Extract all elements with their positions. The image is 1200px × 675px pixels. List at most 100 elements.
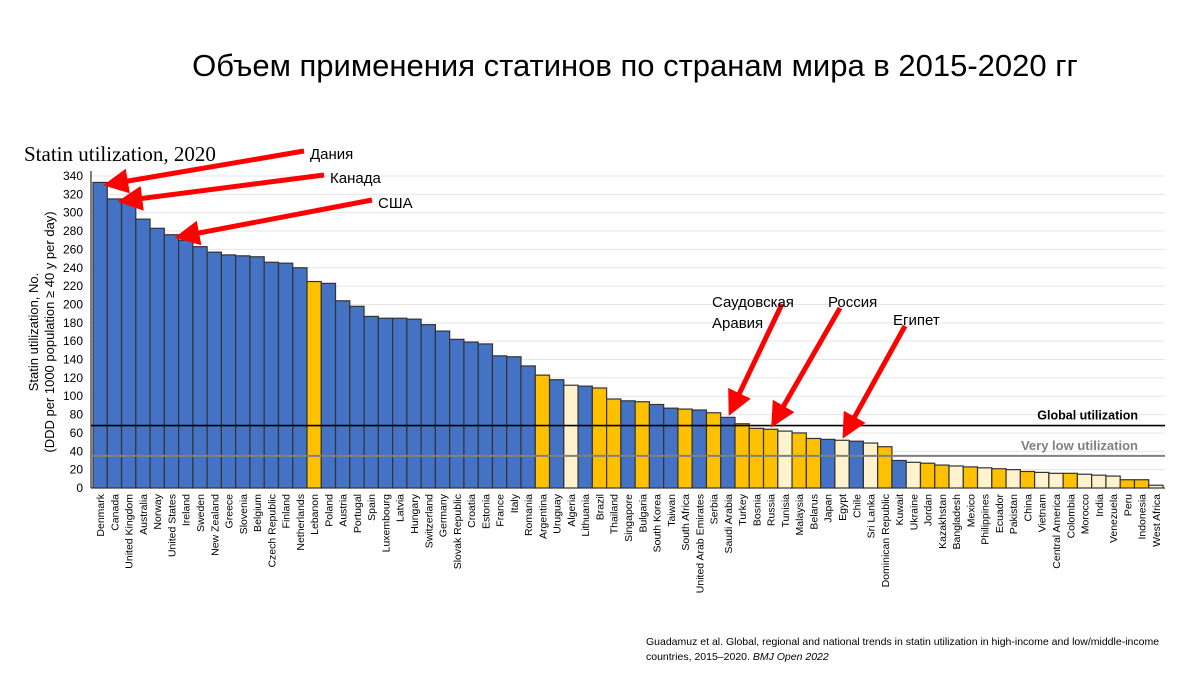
x-tick-label: Switzerland — [423, 494, 435, 548]
x-tick-label: France — [495, 494, 507, 527]
bar — [149, 227, 165, 489]
bar — [463, 341, 479, 489]
annotation-label: США — [378, 195, 413, 212]
x-tick-label: Czech Republic — [266, 494, 278, 568]
citation: Guadamuz et al. Global, regional and nat… — [646, 635, 1186, 665]
annotation-label: Россия — [828, 294, 877, 311]
bar — [349, 305, 365, 489]
x-tick-label: Pakistan — [1008, 494, 1020, 534]
bar — [634, 401, 651, 489]
bar — [392, 317, 408, 489]
bar — [1091, 474, 1107, 489]
y-tick-label: 0 — [76, 481, 83, 495]
bar — [1019, 470, 1036, 489]
x-tick-label: Kazakhstan — [937, 494, 949, 549]
bar — [991, 468, 1007, 489]
x-tick-label: Saudi Arabia — [723, 494, 735, 554]
bar — [277, 262, 294, 489]
x-tick-label: Brazil — [594, 494, 606, 520]
bar — [720, 416, 736, 489]
x-tick-label: Ecuador — [994, 493, 1006, 533]
x-tick-label: Peru — [1122, 494, 1134, 516]
x-tick-label: Ireland — [181, 494, 193, 526]
x-tick-label: Hungary — [409, 493, 421, 533]
x-tick-label: Denmark — [95, 493, 107, 536]
bar — [805, 437, 822, 489]
bar — [905, 461, 922, 489]
y-tick-label: 280 — [63, 224, 83, 238]
x-tick-label: Chile — [851, 494, 863, 518]
x-tick-label: South Africa — [680, 494, 692, 551]
y-tick-label: 20 — [70, 463, 84, 477]
y-tick-label: 60 — [70, 426, 84, 440]
x-tick-label: Venezuela — [1108, 494, 1120, 543]
y-tick-label: 140 — [63, 353, 83, 367]
y-tick-label: 100 — [63, 389, 83, 403]
bar — [491, 355, 508, 489]
x-tick-label: Greece — [224, 494, 236, 529]
y-tick-label: 200 — [63, 297, 83, 311]
annotation-label: Аравия — [712, 315, 763, 332]
reference-line-label: Very low utilization — [1021, 438, 1138, 453]
x-tick-label: Philippines — [980, 494, 992, 545]
bar — [891, 459, 907, 489]
x-tick-label: Belarus — [808, 494, 820, 530]
bar — [1148, 484, 1164, 489]
y-tick-label: 320 — [63, 187, 83, 201]
x-tick-label: New Zealand — [209, 494, 221, 556]
bar — [306, 280, 322, 489]
x-tick-label: Serbia — [709, 494, 721, 525]
x-tick-label: Jordan — [923, 494, 935, 526]
x-tick-label: Canada — [109, 494, 121, 531]
x-tick-label: Netherlands — [295, 494, 307, 551]
x-tick-label: Central America — [1051, 494, 1063, 569]
x-tick-label: Estonia — [480, 494, 492, 529]
bar — [862, 442, 879, 489]
x-tick-label: United States — [166, 494, 178, 557]
y-tick-label: 300 — [63, 206, 83, 220]
x-tick-label: China — [1022, 494, 1034, 522]
bar — [819, 438, 836, 489]
x-tick-label: Slovenia — [238, 494, 250, 534]
x-tick-label: Romania — [523, 494, 535, 536]
bar — [1076, 473, 1093, 489]
x-tick-label: Italy — [509, 493, 521, 513]
x-tick-label: Luxembourg — [380, 494, 392, 553]
x-tick-label: Poland — [323, 494, 335, 527]
x-tick-label: Tunisia — [780, 494, 792, 528]
bar — [477, 343, 494, 489]
bar — [791, 432, 807, 489]
bar — [1048, 472, 1064, 489]
bar — [178, 239, 194, 489]
bar — [748, 427, 765, 489]
bar — [506, 356, 522, 489]
bar — [848, 440, 865, 489]
y-tick-label: 40 — [70, 444, 84, 458]
bar — [705, 412, 722, 489]
annotation-label: Канада — [330, 170, 381, 187]
annotation-arrow — [117, 172, 325, 211]
x-tick-label: Bulgaria — [637, 494, 649, 533]
bar — [377, 317, 394, 489]
x-tick-label: Morocco — [1080, 494, 1092, 534]
x-tick-label: Singapore — [623, 494, 635, 542]
bar — [449, 338, 465, 489]
bar — [92, 181, 108, 489]
bar — [1062, 472, 1078, 489]
x-tick-label: Vietnam — [1037, 494, 1049, 533]
x-tick-label: Bangladesh — [951, 494, 963, 550]
x-tick-label: Thailand — [609, 494, 621, 534]
x-tick-label: Turkey — [737, 493, 749, 525]
annotation-arrow — [842, 324, 908, 439]
bar — [548, 379, 565, 489]
y-tick-label: 80 — [70, 408, 84, 422]
bar — [934, 464, 950, 489]
bar — [762, 428, 779, 489]
x-tick-label: Russia — [766, 494, 778, 526]
reference-line-label: Global utilization — [1037, 409, 1138, 423]
bar — [976, 467, 993, 489]
y-tick-label: 120 — [63, 371, 83, 385]
y-tick-label: 240 — [63, 261, 83, 275]
x-tick-label: Ukraine — [908, 494, 920, 530]
x-tick-label: Croatia — [466, 494, 478, 528]
